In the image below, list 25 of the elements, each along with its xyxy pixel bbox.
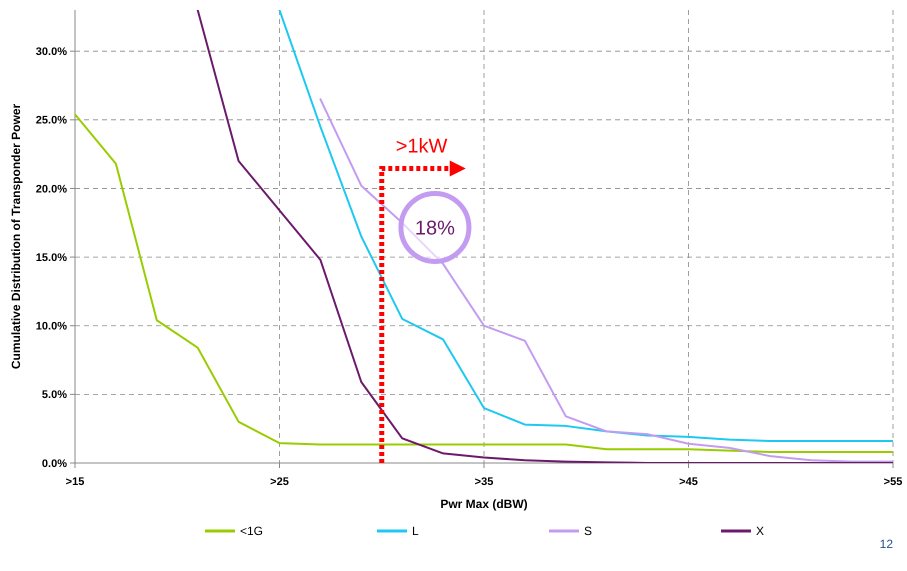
line-series xyxy=(75,113,893,454)
y-axis-title: Cumulative Distribution of Transponder Power xyxy=(9,103,23,370)
x-axis-title: Pwr Max (dBW) xyxy=(440,497,528,511)
annotation: >1kW xyxy=(396,136,448,158)
line-series xyxy=(319,98,893,463)
line-series xyxy=(278,10,893,442)
legend-label: S xyxy=(584,524,592,538)
x-tick-label: >35 xyxy=(474,476,494,488)
y-tick-label: 30.0% xyxy=(36,46,68,58)
legend-label: <1G xyxy=(240,524,264,538)
text: 12 xyxy=(880,537,894,551)
y-tick-label: 10.0% xyxy=(36,320,68,333)
x-tick-label: >25 xyxy=(270,476,289,488)
y-tick-label: 20.0% xyxy=(36,183,68,196)
legend-label: X xyxy=(756,524,764,538)
y-tick-label: 15.0% xyxy=(36,252,68,264)
legend-label: L xyxy=(412,524,419,538)
y-tick-label: 25.0% xyxy=(36,114,68,127)
x-tick-label: >55 xyxy=(884,476,902,488)
y-tick-label: 0.0% xyxy=(42,458,68,470)
y-tick-label: 5.0% xyxy=(42,389,68,402)
annotation: 18% xyxy=(414,217,456,240)
x-tick-label: >45 xyxy=(679,476,698,488)
x-tick-label: >15 xyxy=(66,476,84,488)
line-series xyxy=(196,10,893,463)
